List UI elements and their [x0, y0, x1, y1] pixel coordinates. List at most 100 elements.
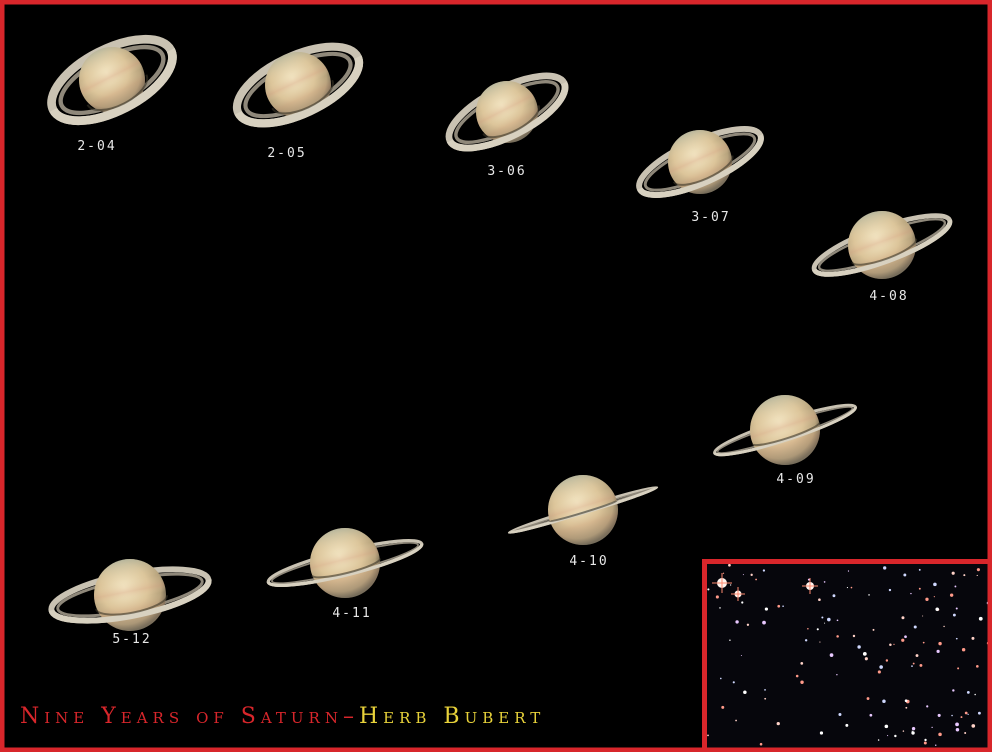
star — [925, 598, 928, 601]
image-label: 2-05 — [267, 146, 306, 161]
star — [903, 730, 904, 731]
star — [954, 586, 956, 588]
star — [977, 568, 980, 571]
star — [894, 735, 896, 737]
star — [805, 639, 807, 641]
star — [720, 678, 722, 680]
star — [750, 574, 752, 576]
star — [800, 681, 803, 684]
star — [817, 628, 819, 630]
image-label: 4-09 — [776, 472, 815, 487]
star — [847, 587, 848, 588]
star — [863, 652, 867, 656]
star — [830, 653, 834, 657]
star — [971, 637, 974, 640]
image-label: 5-12 — [112, 632, 151, 647]
star — [914, 625, 917, 628]
star — [800, 662, 803, 665]
star — [735, 620, 738, 623]
star — [782, 605, 784, 607]
star — [938, 642, 941, 645]
star — [873, 629, 875, 631]
star — [934, 596, 935, 597]
star — [743, 691, 747, 695]
star — [901, 639, 904, 642]
star — [964, 732, 966, 734]
star — [901, 616, 904, 619]
star — [919, 664, 922, 667]
star — [889, 589, 891, 591]
star — [857, 645, 860, 648]
star — [707, 588, 709, 590]
star — [926, 705, 928, 707]
star — [741, 601, 743, 603]
star — [869, 714, 872, 717]
star — [910, 593, 911, 594]
star — [760, 743, 763, 746]
star — [893, 644, 894, 645]
star — [820, 731, 823, 734]
image-label: 4-08 — [869, 289, 908, 304]
star — [743, 574, 744, 575]
star — [818, 598, 821, 601]
star — [923, 642, 925, 644]
star — [976, 665, 979, 668]
star — [938, 733, 942, 737]
star — [924, 741, 927, 744]
star — [838, 713, 841, 716]
star — [755, 579, 757, 581]
star — [777, 605, 780, 608]
star — [937, 650, 940, 653]
star — [765, 607, 768, 610]
star — [903, 574, 906, 577]
star — [943, 626, 944, 627]
image-label: 4-10 — [569, 554, 608, 569]
star — [919, 569, 921, 571]
star — [974, 694, 976, 696]
star — [729, 640, 730, 641]
inset-image — [705, 562, 992, 752]
star — [837, 619, 839, 621]
star — [878, 739, 880, 741]
star — [886, 659, 888, 661]
star — [905, 699, 908, 702]
star — [851, 587, 853, 589]
image-label: 3-06 — [487, 164, 526, 179]
star — [721, 706, 724, 709]
star — [956, 638, 958, 640]
star — [952, 689, 954, 691]
star — [957, 667, 959, 669]
star — [933, 583, 937, 587]
star — [867, 697, 870, 700]
star — [905, 707, 907, 709]
star — [796, 675, 799, 678]
caption: Nine Years of Saturn–Herb Bubert — [20, 704, 545, 729]
star — [716, 595, 719, 598]
star — [735, 720, 737, 722]
star — [868, 594, 870, 596]
star — [938, 714, 941, 717]
star — [824, 623, 825, 624]
star — [836, 635, 839, 638]
star — [956, 607, 958, 609]
star — [821, 616, 823, 618]
star — [807, 628, 809, 630]
star — [723, 573, 724, 574]
star — [845, 724, 848, 727]
star — [824, 581, 826, 583]
star — [962, 648, 965, 651]
star — [979, 617, 983, 621]
star — [882, 699, 886, 703]
star — [922, 615, 923, 616]
star — [961, 716, 963, 718]
star — [977, 575, 978, 576]
star — [931, 727, 932, 728]
star — [889, 644, 892, 647]
star — [879, 665, 883, 669]
star — [764, 698, 766, 700]
star — [887, 735, 888, 736]
star — [730, 584, 731, 585]
star — [878, 670, 881, 673]
star — [764, 689, 766, 691]
star — [955, 722, 959, 726]
